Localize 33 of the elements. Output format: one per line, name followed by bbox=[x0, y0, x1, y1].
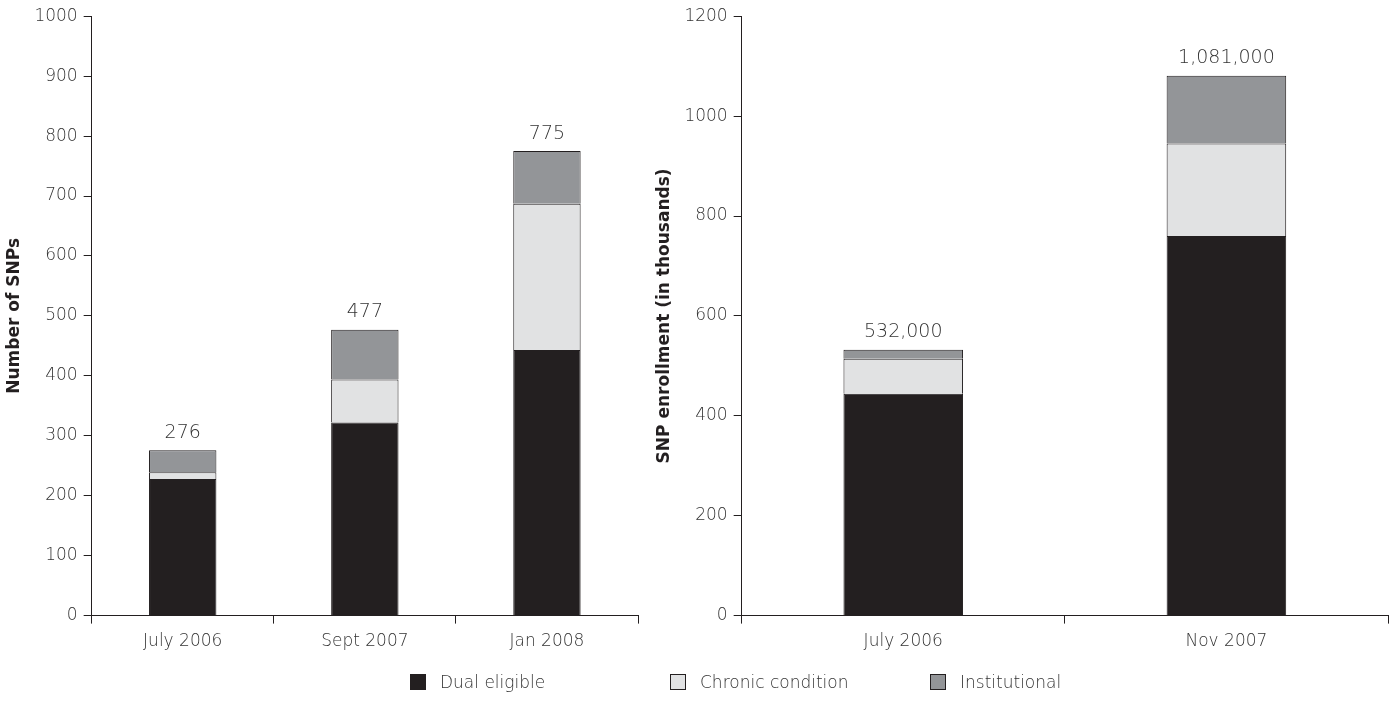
x-tick-label: Sept 2007 bbox=[321, 630, 409, 651]
y-tick-label: 200 bbox=[45, 484, 78, 505]
y-tick-label: 500 bbox=[45, 304, 78, 325]
y-tick-label: 100 bbox=[45, 544, 78, 565]
y-tick-label: 200 bbox=[695, 504, 728, 525]
legend-label: Dual eligible bbox=[440, 672, 546, 692]
total-label: 1,081,000 bbox=[1178, 45, 1275, 68]
x-tick-label: Nov 2007 bbox=[1185, 630, 1268, 651]
y-tick-label: 1000 bbox=[684, 104, 728, 125]
y-tick-label: 0 bbox=[716, 604, 728, 625]
y-tick-label: 700 bbox=[45, 184, 78, 205]
total-label: 276 bbox=[164, 419, 201, 442]
y-tick-label: 800 bbox=[45, 124, 78, 145]
x-tick-label: July 2006 bbox=[143, 630, 223, 651]
legend-label: Institutional bbox=[960, 672, 1062, 692]
y-tick-label: 300 bbox=[45, 424, 78, 445]
y-tick-label: 0 bbox=[66, 604, 78, 625]
y-axis-title: Number of SNPs bbox=[2, 238, 23, 394]
y-tick-label: 400 bbox=[45, 364, 78, 385]
legend-label: Chronic condition bbox=[700, 672, 849, 692]
y-axis-title: SNP enrollment (in thousands) bbox=[652, 168, 673, 464]
total-label: 775 bbox=[528, 120, 566, 143]
y-tick-label: 900 bbox=[45, 64, 78, 85]
y-tick-label: 600 bbox=[695, 304, 728, 325]
x-tick-label: Jan 2008 bbox=[509, 630, 585, 651]
y-tick-label: 800 bbox=[695, 204, 728, 225]
total-label: 477 bbox=[346, 299, 383, 322]
y-tick-label: 600 bbox=[45, 244, 78, 265]
y-tick-label: 1000 bbox=[34, 4, 78, 25]
total-label: 532,000 bbox=[863, 319, 943, 342]
y-tick-label: 400 bbox=[695, 404, 728, 425]
x-tick-label: July 2006 bbox=[863, 630, 943, 651]
y-tick-label: 1200 bbox=[684, 4, 728, 25]
